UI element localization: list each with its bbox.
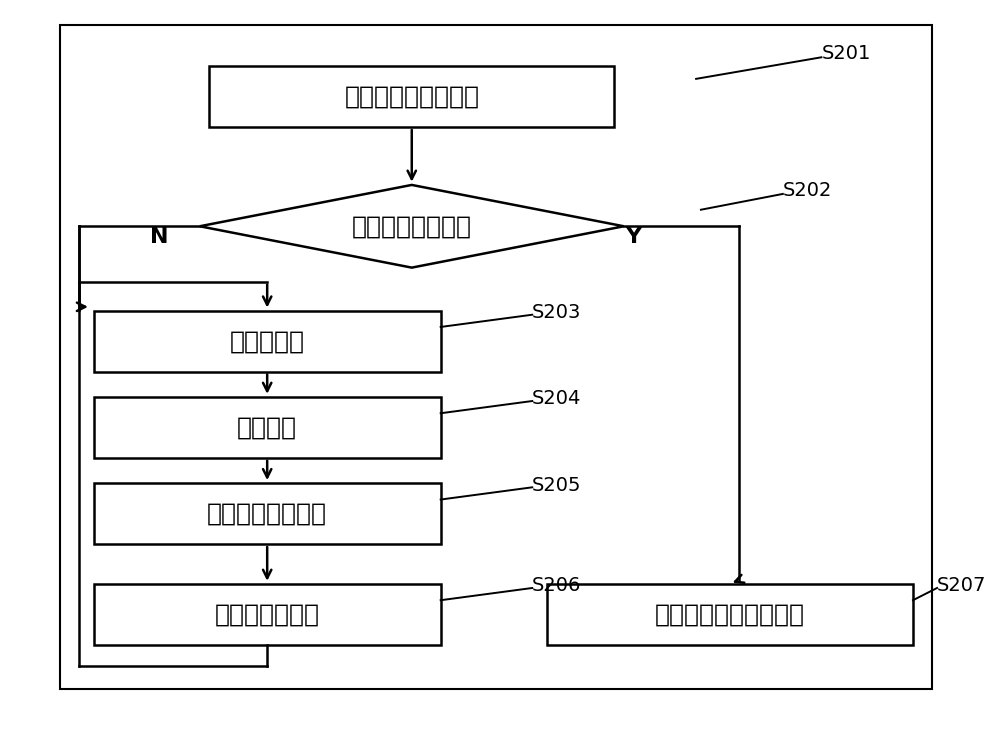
Text: 生成下一代种群: 生成下一代种群 xyxy=(215,603,320,627)
Text: S201: S201 xyxy=(821,44,871,63)
Text: 初始化遗传算法种群: 初始化遗传算法种群 xyxy=(344,85,479,108)
Text: 计算个体适应度值: 计算个体适应度值 xyxy=(207,502,327,526)
Text: S204: S204 xyxy=(532,389,582,408)
FancyBboxPatch shape xyxy=(209,66,614,128)
Text: S202: S202 xyxy=(783,181,832,200)
FancyBboxPatch shape xyxy=(94,311,441,372)
Text: S203: S203 xyxy=(532,303,582,322)
FancyBboxPatch shape xyxy=(547,584,913,645)
Text: S205: S205 xyxy=(532,476,582,495)
Text: 确定故障参数辨识结果: 确定故障参数辨识结果 xyxy=(655,603,805,627)
FancyBboxPatch shape xyxy=(94,584,441,645)
Polygon shape xyxy=(200,185,624,268)
Text: N: N xyxy=(150,227,168,247)
Text: 达到迭代结束条件: 达到迭代结束条件 xyxy=(352,214,472,238)
Text: S206: S206 xyxy=(532,576,582,595)
Text: S207: S207 xyxy=(937,576,986,595)
FancyBboxPatch shape xyxy=(94,397,441,458)
Text: 合并种群: 合并种群 xyxy=(237,416,297,440)
FancyBboxPatch shape xyxy=(94,483,441,545)
Text: Y: Y xyxy=(625,227,642,247)
Text: 生成子种群: 生成子种群 xyxy=(230,329,305,353)
